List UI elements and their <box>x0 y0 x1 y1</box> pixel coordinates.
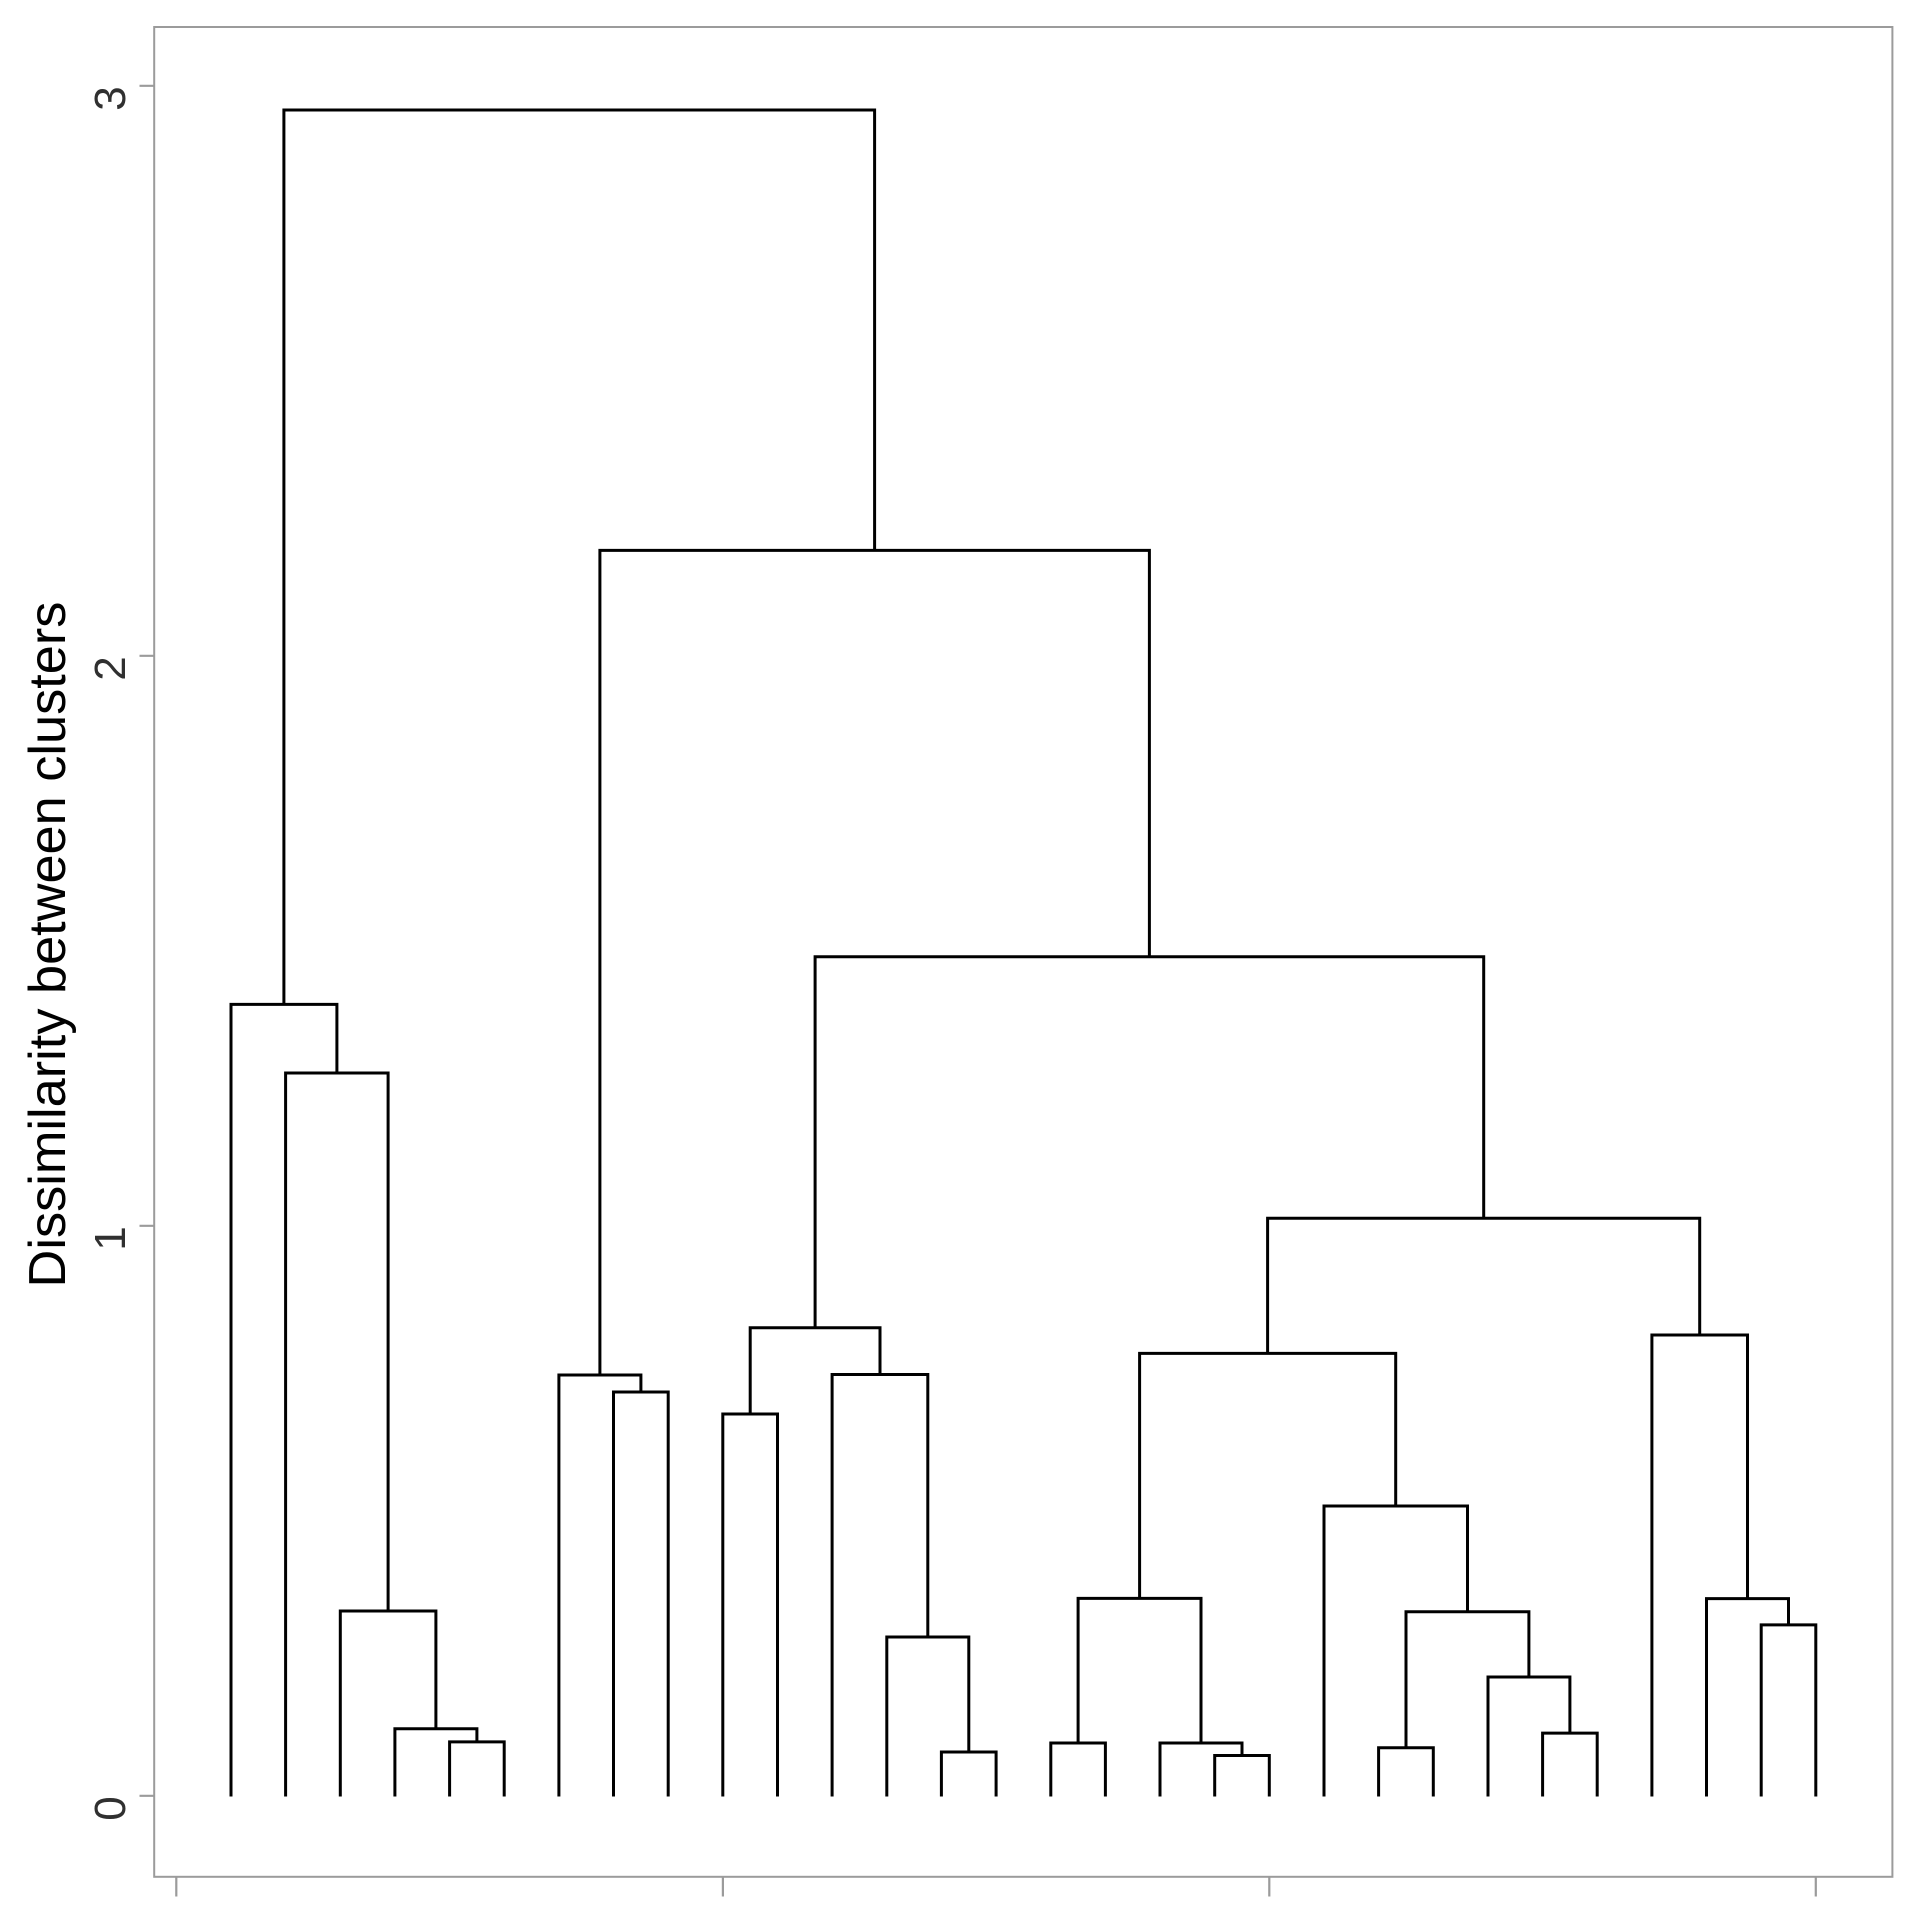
svg-text:1: 1 <box>86 1226 135 1250</box>
svg-text:3: 3 <box>86 86 135 110</box>
svg-text:0: 0 <box>86 1796 135 1820</box>
svg-text:Dissimilarity between clusters: Dissimilarity between clusters <box>19 602 77 1288</box>
svg-text:2: 2 <box>86 656 135 680</box>
